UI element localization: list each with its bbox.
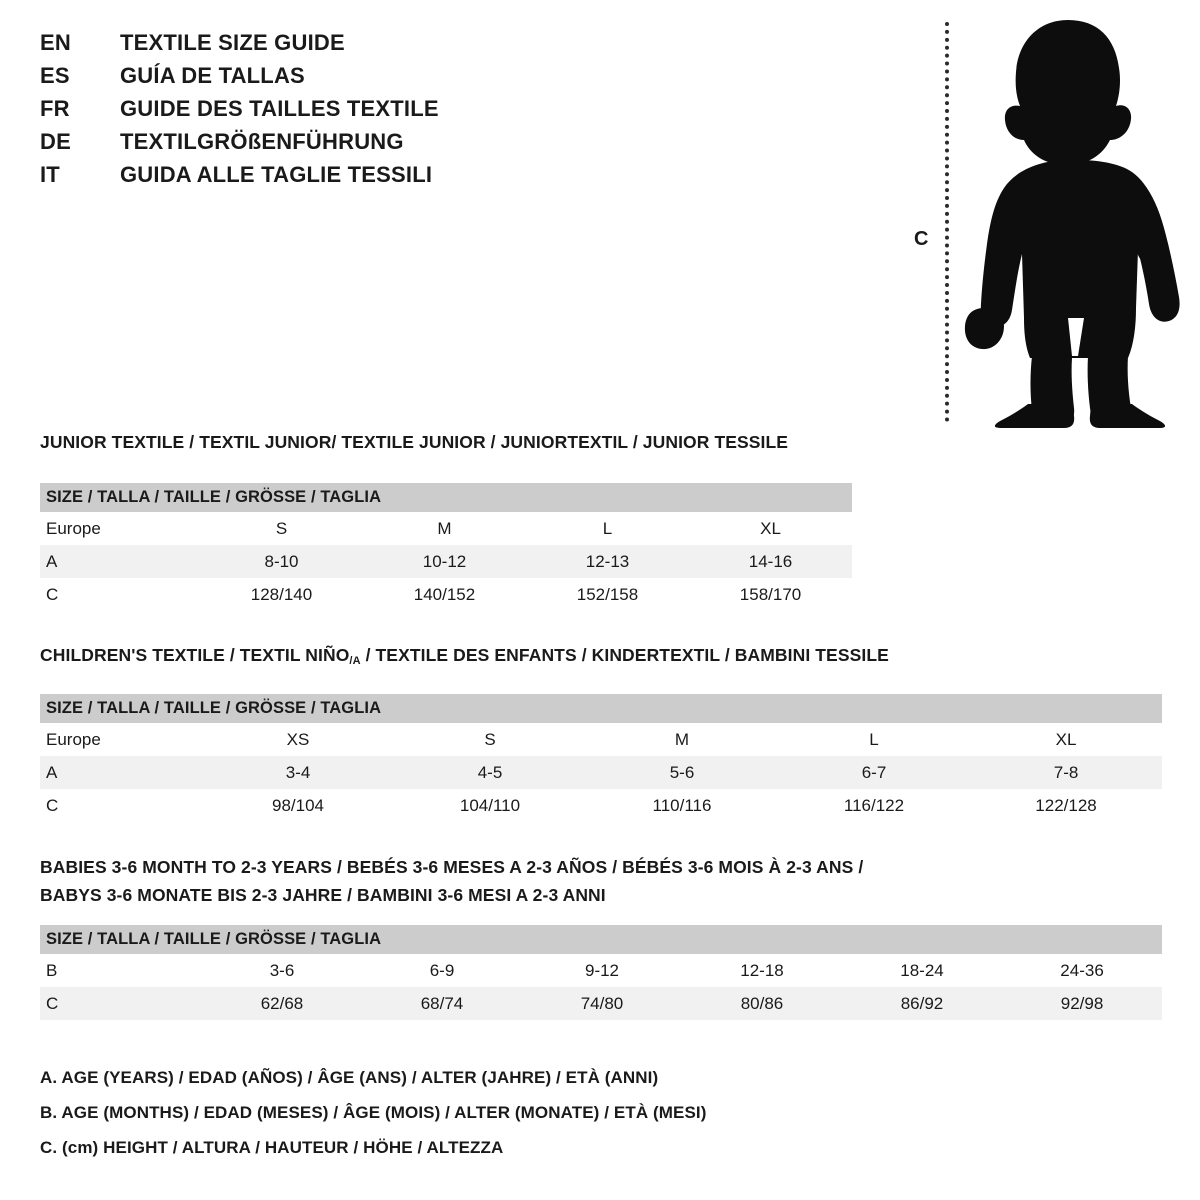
header-row-en: EN TEXTILE SIZE GUIDE — [40, 30, 560, 63]
header-row-it: IT GUIDA ALLE TAGLIE TESSILI — [40, 162, 560, 195]
cell-value: 74/80 — [522, 987, 682, 1020]
size-header-m: M — [363, 512, 526, 545]
cell-value: 5-6 — [586, 756, 778, 789]
cell-value: 12-13 — [526, 545, 689, 578]
cell-value: 24-36 — [1002, 954, 1163, 987]
cell-value: 158/170 — [689, 578, 853, 611]
legend: A. AGE (YEARS) / EDAD (AÑOS) / ÂGE (ANS)… — [40, 1068, 940, 1173]
row-label-europe: Europe — [40, 723, 202, 756]
cell-value: 116/122 — [778, 789, 970, 822]
cell-value: 14-16 — [689, 545, 853, 578]
cell-value: 18-24 — [842, 954, 1002, 987]
size-header-l: L — [778, 723, 970, 756]
header-row-es: ES GUÍA DE TALLAS — [40, 63, 560, 96]
header-titles: EN TEXTILE SIZE GUIDE ES GUÍA DE TALLAS … — [40, 30, 560, 195]
cell-value: 92/98 — [1002, 987, 1163, 1020]
cell-value: 10-12 — [363, 545, 526, 578]
cell-value: 104/110 — [394, 789, 586, 822]
row-label-b: B — [40, 954, 202, 987]
cell-value: 80/86 — [682, 987, 842, 1020]
table-row-europe-children: Europe XS S M L XL — [40, 723, 1163, 756]
header-title-es: GUÍA DE TALLAS — [120, 63, 305, 88]
size-band-label-children: SIZE / TALLA / TAILLE / GRÖSSE / TAGLIA — [40, 694, 1163, 723]
cell-value: 3-6 — [202, 954, 362, 987]
section-title-babies-line1: BABIES 3-6 MONTH TO 2-3 YEARS / BEBÉS 3-… — [40, 857, 864, 877]
row-label-c: C — [40, 578, 200, 611]
table-row: C 128/140 140/152 152/158 158/170 — [40, 578, 853, 611]
section-title-children: CHILDREN'S TEXTILE / TEXTIL NIÑO/A / TEX… — [40, 645, 889, 667]
measurement-label-c: C — [914, 228, 929, 250]
size-header-xl: XL — [689, 512, 853, 545]
legend-item-b: B. AGE (MONTHS) / EDAD (MESES) / ÂGE (MO… — [40, 1103, 707, 1122]
cell-value: 122/128 — [970, 789, 1163, 822]
header-row-de: DE TEXTILGRÖßENFÜHRUNG — [40, 129, 560, 162]
cell-value: 68/74 — [362, 987, 522, 1020]
table-band-row: SIZE / TALLA / TAILLE / GRÖSSE / TAGLIA — [40, 925, 1163, 954]
cell-value: 4-5 — [394, 756, 586, 789]
cell-value: 110/116 — [586, 789, 778, 822]
header-title-de: TEXTILGRÖßENFÜHRUNG — [120, 129, 404, 154]
children-size-table: SIZE / TALLA / TAILLE / GRÖSSE / TAGLIA … — [40, 694, 1163, 822]
row-label-a: A — [40, 756, 202, 789]
cell-value: 98/104 — [202, 789, 394, 822]
legend-item-a: A. AGE (YEARS) / EDAD (AÑOS) / ÂGE (ANS)… — [40, 1068, 659, 1087]
size-header-l: L — [526, 512, 689, 545]
junior-size-table: SIZE / TALLA / TAILLE / GRÖSSE / TAGLIA … — [40, 483, 853, 611]
cell-value: 152/158 — [526, 578, 689, 611]
height-measurement-figure: C — [900, 10, 1190, 430]
cell-value: 12-18 — [682, 954, 842, 987]
size-header-s: S — [200, 512, 363, 545]
size-header-xs: XS — [202, 723, 394, 756]
child-silhouette-icon — [964, 20, 1180, 428]
section-title-babies-line2: BABYS 3-6 MONATE BIS 2-3 JAHRE / BAMBINI… — [40, 885, 606, 905]
language-code-en: EN — [40, 30, 71, 55]
header-row-fr: FR GUIDE DES TAILLES TEXTILE — [40, 96, 560, 129]
size-header-s: S — [394, 723, 586, 756]
babies-size-table: SIZE / TALLA / TAILLE / GRÖSSE / TAGLIA … — [40, 925, 1163, 1020]
language-code-fr: FR — [40, 96, 70, 121]
section-title-children-pre: CHILDREN'S TEXTILE / TEXTIL NIÑO — [40, 645, 350, 665]
section-title-children-post: / TEXTILE DES ENFANTS / KINDERTEXTIL / B… — [360, 645, 889, 665]
measurement-dotted-line — [945, 22, 949, 422]
row-label-c: C — [40, 789, 202, 822]
cell-value: 9-12 — [522, 954, 682, 987]
table-row: C 62/68 68/74 74/80 80/86 86/92 92/98 — [40, 987, 1163, 1020]
cell-value: 128/140 — [200, 578, 363, 611]
header-title-it: GUIDA ALLE TAGLIE TESSILI — [120, 162, 433, 187]
section-title-children-subscript: /A — [349, 655, 361, 667]
header-title-fr: GUIDE DES TAILLES TEXTILE — [120, 96, 439, 121]
cell-value: 8-10 — [200, 545, 363, 578]
row-label-europe: Europe — [40, 512, 200, 545]
row-label-a: A — [40, 545, 200, 578]
table-band-row: SIZE / TALLA / TAILLE / GRÖSSE / TAGLIA — [40, 694, 1163, 723]
header-title-en: TEXTILE SIZE GUIDE — [120, 30, 345, 55]
cell-value: 140/152 — [363, 578, 526, 611]
cell-value: 3-4 — [202, 756, 394, 789]
size-band-label-babies: SIZE / TALLA / TAILLE / GRÖSSE / TAGLIA — [40, 925, 1163, 954]
language-code-de: DE — [40, 129, 71, 154]
language-code-es: ES — [40, 63, 70, 88]
section-title-junior: JUNIOR TEXTILE / TEXTIL JUNIOR/ TEXTILE … — [40, 432, 789, 452]
table-row: B 3-6 6-9 9-12 12-18 18-24 24-36 — [40, 954, 1163, 987]
cell-value: 6-9 — [362, 954, 522, 987]
table-row: A 3-4 4-5 5-6 6-7 7-8 — [40, 756, 1163, 789]
cell-value: 7-8 — [970, 756, 1163, 789]
row-label-c: C — [40, 987, 202, 1020]
cell-value: 6-7 — [778, 756, 970, 789]
size-header-m: M — [586, 723, 778, 756]
table-row-europe-junior: Europe S M L XL — [40, 512, 853, 545]
cell-value: 62/68 — [202, 987, 362, 1020]
language-code-it: IT — [40, 162, 60, 187]
table-row: C 98/104 104/110 110/116 116/122 122/128 — [40, 789, 1163, 822]
legend-item-c: C. (cm) HEIGHT / ALTURA / HAUTEUR / HÖHE… — [40, 1138, 504, 1157]
size-band-label-junior: SIZE / TALLA / TAILLE / GRÖSSE / TAGLIA — [40, 483, 853, 512]
table-row: A 8-10 10-12 12-13 14-16 — [40, 545, 853, 578]
size-header-xl: XL — [970, 723, 1163, 756]
cell-value: 86/92 — [842, 987, 1002, 1020]
table-band-row: SIZE / TALLA / TAILLE / GRÖSSE / TAGLIA — [40, 483, 853, 512]
